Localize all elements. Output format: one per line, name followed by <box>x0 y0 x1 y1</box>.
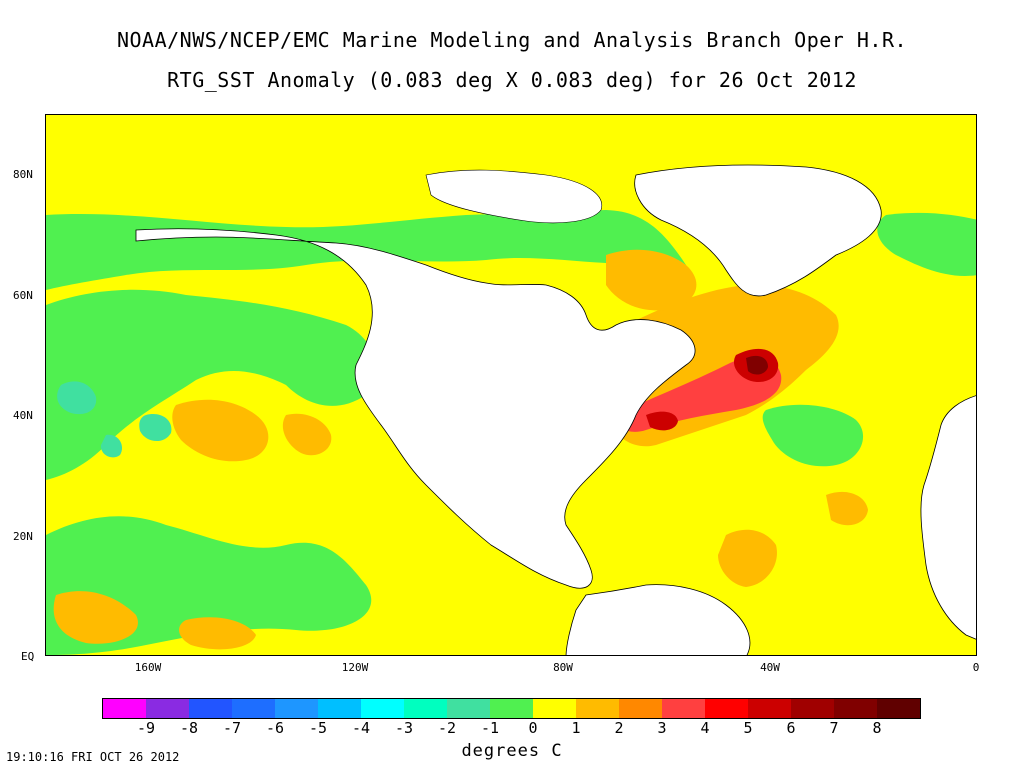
legend-swatch <box>189 699 232 718</box>
legend-tick-label: 8 <box>872 719 882 737</box>
lat-label-60n: 60N <box>13 289 33 302</box>
legend-swatch <box>705 699 748 718</box>
lon-label-80w: 80W <box>553 661 573 674</box>
legend-swatch <box>791 699 834 718</box>
pacific-warm-patch-4 <box>179 617 256 650</box>
legend-units: degrees C <box>461 741 563 761</box>
legend-tick-label: 6 <box>786 719 796 737</box>
europe-africa-land <box>920 395 976 640</box>
color-legend <box>102 698 921 719</box>
legend-tick-label: 4 <box>700 719 710 737</box>
legend-swatch <box>619 699 662 718</box>
legend-tick-label: -9 <box>136 719 156 737</box>
arctic-islands-land <box>425 169 603 224</box>
legend-tick-label: -5 <box>308 719 328 737</box>
legend-swatch <box>275 699 318 718</box>
legend-swatch <box>748 699 791 718</box>
legend-swatch <box>533 699 576 718</box>
atlantic-subtropical-warm <box>718 491 868 587</box>
lat-label-20n: 20N <box>13 530 33 543</box>
legend-tick-label: 5 <box>743 719 753 737</box>
lon-label-40w: 40W <box>760 661 780 674</box>
legend-tick-label: -1 <box>480 719 500 737</box>
gulf-stream-core <box>646 348 779 431</box>
chart-title: NOAA/NWS/NCEP/EMC Marine Modeling and An… <box>116 28 908 52</box>
legend-tick-label: 1 <box>571 719 581 737</box>
legend-tick-label: -8 <box>179 719 199 737</box>
pacific-warm-patch-1 <box>172 399 269 462</box>
pacific-negative-anomaly <box>46 289 377 480</box>
lat-label-eq: EQ <box>21 650 35 663</box>
pacific-warm-patch-3 <box>53 591 138 644</box>
greenland-sea-green <box>877 212 976 276</box>
legend-swatch <box>404 699 447 718</box>
timestamp: 19:10:16 FRI OCT 26 2012 <box>6 750 180 764</box>
legend-swatch <box>361 699 404 718</box>
north-america-land <box>135 228 696 589</box>
legend-swatch <box>576 699 619 718</box>
lat-label-80n: 80N <box>13 168 33 181</box>
legend-tick-label: 7 <box>829 719 839 737</box>
atlantic-negative-anomaly <box>762 404 864 467</box>
legend-tick-label: 3 <box>657 719 667 737</box>
lon-label-160w: 160W <box>134 661 162 674</box>
labrador-sea-warm <box>606 249 697 311</box>
chart-subtitle: RTG_SST Anomaly (0.083 deg X 0.083 deg) … <box>167 68 857 92</box>
legend-tick-label: -6 <box>265 719 285 737</box>
map-canvas <box>46 115 976 655</box>
legend-swatch <box>146 699 189 718</box>
pacific-warm-patch-2 <box>282 413 332 456</box>
legend-tick-label: -4 <box>351 719 371 737</box>
legend-swatch <box>103 699 146 718</box>
legend-swatch <box>877 699 920 718</box>
legend-tick-label: -2 <box>437 719 457 737</box>
south-america-land <box>565 584 751 655</box>
pacific-cool-spots <box>57 381 172 458</box>
gulf-stream-max <box>746 355 768 375</box>
legend-tick-label: -3 <box>394 719 414 737</box>
legend-swatch <box>662 699 705 718</box>
lon-label-0: 0 <box>972 661 980 674</box>
legend-swatch <box>490 699 533 718</box>
legend-tick-label: -7 <box>222 719 242 737</box>
legend-swatch <box>232 699 275 718</box>
legend-tick-label: 0 <box>528 719 538 737</box>
legend-swatch <box>318 699 361 718</box>
legend-tick-label: 2 <box>614 719 624 737</box>
lat-label-40n: 40N <box>13 409 33 422</box>
legend-swatch <box>834 699 877 718</box>
legend-swatch <box>447 699 490 718</box>
greenland-land <box>634 164 882 297</box>
lon-label-120w: 120W <box>341 661 369 674</box>
sst-anomaly-map <box>45 114 977 656</box>
